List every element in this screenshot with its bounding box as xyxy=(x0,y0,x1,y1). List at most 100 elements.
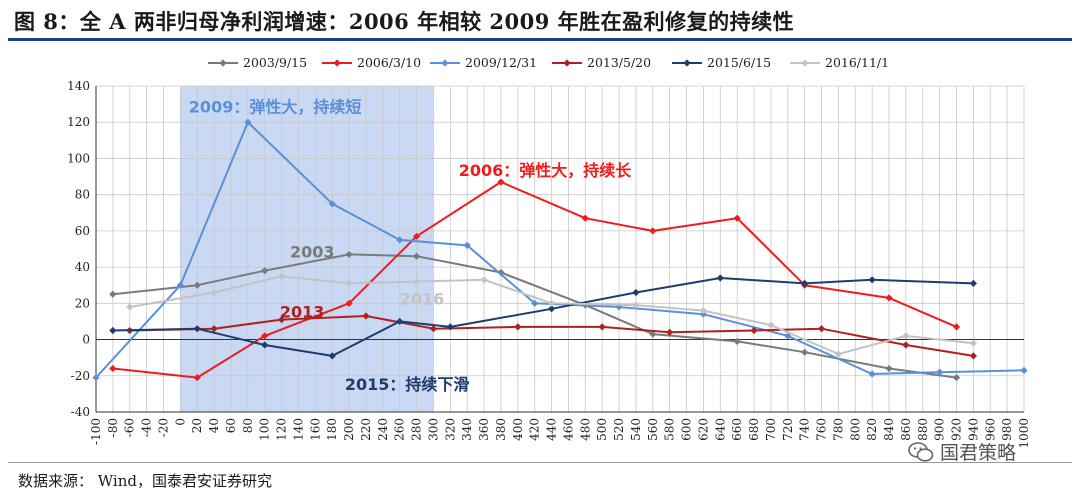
data-point xyxy=(733,337,741,345)
data-point xyxy=(733,214,741,222)
data-point xyxy=(902,332,910,340)
data-point xyxy=(193,325,201,333)
x-tick-label: 740 xyxy=(798,418,812,441)
x-tick-label: 300 xyxy=(426,418,440,441)
legend-entry: 2015/6/15 xyxy=(672,55,771,70)
legend-marker xyxy=(333,59,341,67)
legend-label: 2006/3/10 xyxy=(357,55,421,70)
data-point xyxy=(278,272,286,280)
x-tick-label: 400 xyxy=(511,418,525,441)
data-point xyxy=(429,325,438,333)
x-tick-label: 520 xyxy=(612,418,626,441)
legend-entry: 2006/3/10 xyxy=(322,55,421,70)
data-point xyxy=(126,303,134,311)
data-point xyxy=(328,200,336,208)
x-tick-label: 960 xyxy=(983,418,997,441)
legend-marker xyxy=(441,59,449,67)
data-point xyxy=(193,281,201,289)
x-tick-label: 600 xyxy=(680,418,694,441)
chart-series xyxy=(92,118,1028,382)
x-tick-label: 320 xyxy=(443,418,457,441)
x-tick-label: 980 xyxy=(1000,418,1014,441)
chart-legend: 2003/9/15 2006/3/10 2009/12/31 2013/5/20 201… xyxy=(208,55,889,70)
data-point xyxy=(497,268,505,277)
x-tick-label: 360 xyxy=(477,418,491,441)
y-tick-label: -20 xyxy=(71,369,90,383)
x-tick-label: 800 xyxy=(848,418,862,441)
data-point xyxy=(480,276,488,284)
x-tick-label: 380 xyxy=(494,418,508,441)
data-point xyxy=(210,288,218,297)
data-point xyxy=(699,310,708,318)
data-point xyxy=(109,326,117,335)
data-point xyxy=(834,350,842,358)
data-point xyxy=(463,241,471,249)
data-point xyxy=(767,321,775,329)
data-point xyxy=(210,325,218,333)
annotation-label: 2013 xyxy=(280,302,325,321)
y-tick-label: 100 xyxy=(67,151,90,165)
data-point xyxy=(969,339,977,347)
data-point xyxy=(632,301,640,309)
x-tick-label: -40 xyxy=(140,418,154,437)
y-tick-label: -40 xyxy=(71,405,90,419)
data-point xyxy=(649,227,657,235)
data-point xyxy=(328,352,336,360)
data-point xyxy=(699,306,708,315)
x-tick-label: 480 xyxy=(578,418,592,441)
data-point xyxy=(969,279,977,288)
data-point xyxy=(969,352,977,360)
legend-label: 2016/11/1 xyxy=(825,55,889,70)
x-tick-label: -60 xyxy=(123,418,137,437)
series-line xyxy=(111,253,958,379)
data-point xyxy=(598,323,606,331)
annotation-label: 2016 xyxy=(400,290,445,309)
data-point xyxy=(716,274,724,282)
watermark: 国君策略 xyxy=(908,438,1016,465)
data-point xyxy=(396,236,404,244)
data-point xyxy=(92,373,100,382)
y-tick-label: 0 xyxy=(82,333,90,347)
data-point xyxy=(936,368,944,376)
chart-gridlines xyxy=(95,85,1025,413)
x-tick-label: 180 xyxy=(325,418,339,441)
x-tick-label: 100 xyxy=(258,418,272,441)
x-tick-label: 120 xyxy=(275,418,289,441)
data-point xyxy=(412,252,421,260)
y-tick-label: 20 xyxy=(75,296,90,310)
data-point xyxy=(666,328,674,336)
x-tick-label: 160 xyxy=(308,418,322,441)
data-point xyxy=(885,294,893,302)
y-tick-label: 120 xyxy=(67,115,90,129)
legend-entry: 2009/12/31 xyxy=(430,55,537,70)
x-tick-label: 1000 xyxy=(1017,418,1031,449)
data-point xyxy=(261,332,269,340)
x-tick-label: 780 xyxy=(831,418,845,441)
data-point xyxy=(109,364,117,373)
data-point xyxy=(261,341,269,349)
legend-marker xyxy=(801,59,809,67)
data-point xyxy=(632,288,640,297)
data-point xyxy=(952,373,961,382)
data-point xyxy=(261,267,269,275)
x-tick-label: 660 xyxy=(730,418,744,441)
data-point xyxy=(649,330,657,338)
series-2016/11/1 xyxy=(126,272,977,358)
legend-entry: 2016/11/1 xyxy=(790,55,889,70)
chart-annotations: 2009：弹性大，持续短 2006：弹性大，持续长 2003 2016 2013 2015… xyxy=(189,98,632,394)
x-tick-label: 340 xyxy=(460,418,474,441)
x-tick-label: 640 xyxy=(713,418,727,441)
data-point xyxy=(176,281,184,289)
x-tick-label: -100 xyxy=(89,418,103,445)
legend-marker xyxy=(563,59,571,67)
series-2003/9/15 xyxy=(109,250,961,382)
data-point xyxy=(531,299,539,307)
x-tick-label: -80 xyxy=(106,418,120,437)
data-point xyxy=(784,332,792,340)
data-point xyxy=(362,312,370,320)
data-point xyxy=(885,364,893,373)
x-tick-label: 700 xyxy=(764,418,778,441)
x-tick-label: 900 xyxy=(933,418,947,441)
